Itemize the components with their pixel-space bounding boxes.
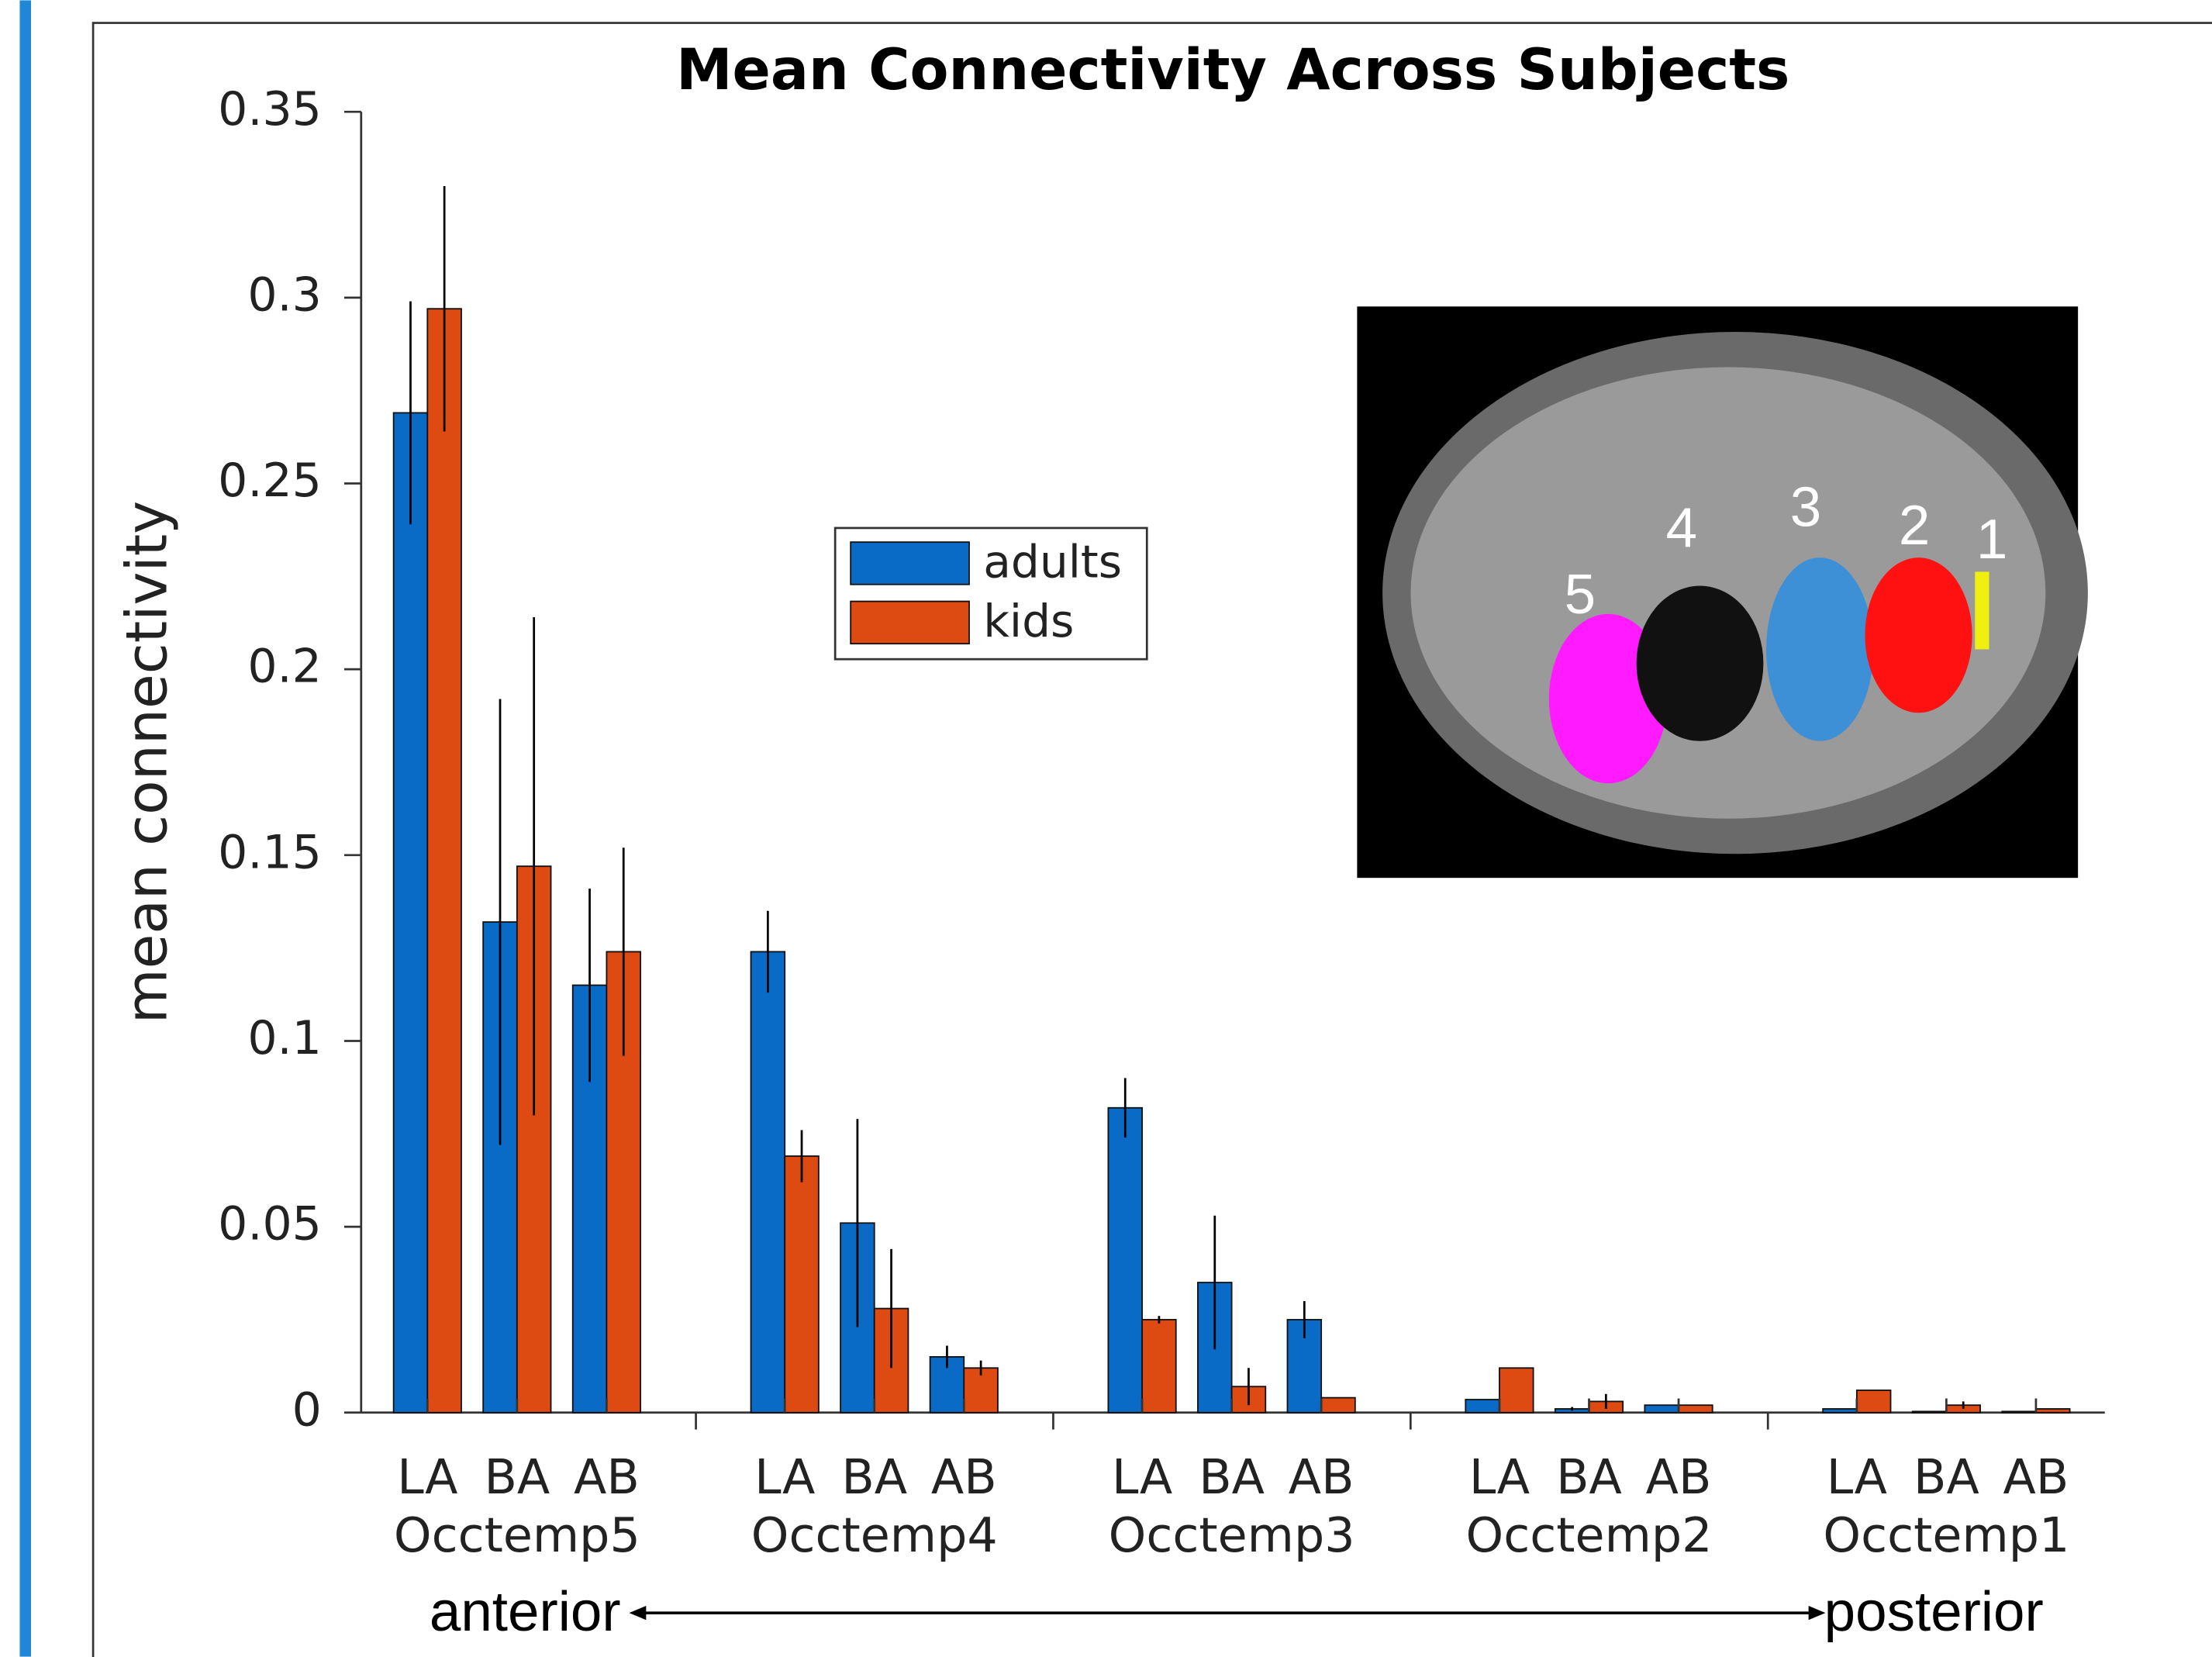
bar xyxy=(1499,1368,1534,1413)
bar xyxy=(427,309,461,1413)
annotation: anterior xyxy=(430,1580,621,1643)
x-tick-label: LA xyxy=(754,1449,815,1505)
x-tick-label: LA xyxy=(1112,1449,1172,1505)
legend: adults kids xyxy=(835,528,1147,659)
bar xyxy=(1857,1390,1891,1413)
chart-title: Mean Connectivity Across Subjects xyxy=(676,37,1789,103)
legend-swatch xyxy=(851,542,969,585)
x-tick-label: BA xyxy=(484,1449,550,1505)
group-label: Occtemp4 xyxy=(751,1507,998,1563)
bar xyxy=(1321,1398,1355,1413)
group-label: Occtemp2 xyxy=(1466,1507,1713,1563)
inset-label: 4 xyxy=(1666,497,1697,560)
legend-label: kids xyxy=(983,595,1074,647)
bar xyxy=(1142,1320,1176,1413)
bar xyxy=(2002,1411,2036,1412)
annotation: posterior xyxy=(1824,1580,2044,1643)
y-tick-label: 0 xyxy=(292,1383,322,1437)
group-label: Occtemp5 xyxy=(394,1507,640,1563)
x-tick-label: BA xyxy=(1199,1449,1265,1505)
x-tick-label: AB xyxy=(574,1449,640,1505)
x-tick-label: LA xyxy=(1469,1449,1530,1505)
x-tick-label: LA xyxy=(397,1449,457,1505)
bar xyxy=(1644,1405,1679,1413)
bar xyxy=(1108,1108,1142,1413)
bar xyxy=(1823,1409,1857,1413)
group-label: Occtemp3 xyxy=(1109,1507,1355,1563)
x-tick-label: BA xyxy=(1914,1449,1979,1505)
y-tick-label: 0.05 xyxy=(218,1197,322,1251)
group-label: Occtemp1 xyxy=(1823,1507,2069,1563)
bar xyxy=(2036,1409,2070,1413)
x-tick-label: AB xyxy=(931,1449,997,1505)
y-tick-label: 0.25 xyxy=(218,454,322,508)
legend-label: adults xyxy=(983,535,1122,588)
bar xyxy=(1679,1405,1713,1413)
x-tick-label: BA xyxy=(841,1449,907,1505)
x-tick-label: BA xyxy=(1556,1449,1622,1505)
chart: Mean Connectivity Across Subjects mean c… xyxy=(0,0,2212,1657)
inset-label: 5 xyxy=(1565,563,1596,626)
y-tick-label: 0.35 xyxy=(218,82,322,136)
x-tick-label: LA xyxy=(1827,1449,1887,1505)
bar xyxy=(785,1156,819,1413)
bar xyxy=(751,951,785,1412)
y-tick-label: 0.2 xyxy=(247,640,321,694)
x-tick-label: AB xyxy=(2003,1449,2069,1505)
bar xyxy=(394,413,428,1412)
inset-label: 1 xyxy=(1976,508,2007,571)
y-axis-label: mean connectivity xyxy=(115,501,181,1024)
y-tick-label: 0.3 xyxy=(247,268,321,322)
y-tick-label: 0.1 xyxy=(247,1011,321,1065)
inset-label: 3 xyxy=(1790,475,1821,538)
side-strip xyxy=(19,0,31,1656)
bar xyxy=(1913,1411,1947,1412)
inset-label: 2 xyxy=(1899,494,1930,557)
x-tick-label: AB xyxy=(1289,1449,1354,1505)
y-tick-label: 0.15 xyxy=(218,825,322,879)
bar xyxy=(1465,1400,1499,1413)
x-tick-label: AB xyxy=(1646,1449,1712,1505)
legend-swatch xyxy=(851,602,969,644)
